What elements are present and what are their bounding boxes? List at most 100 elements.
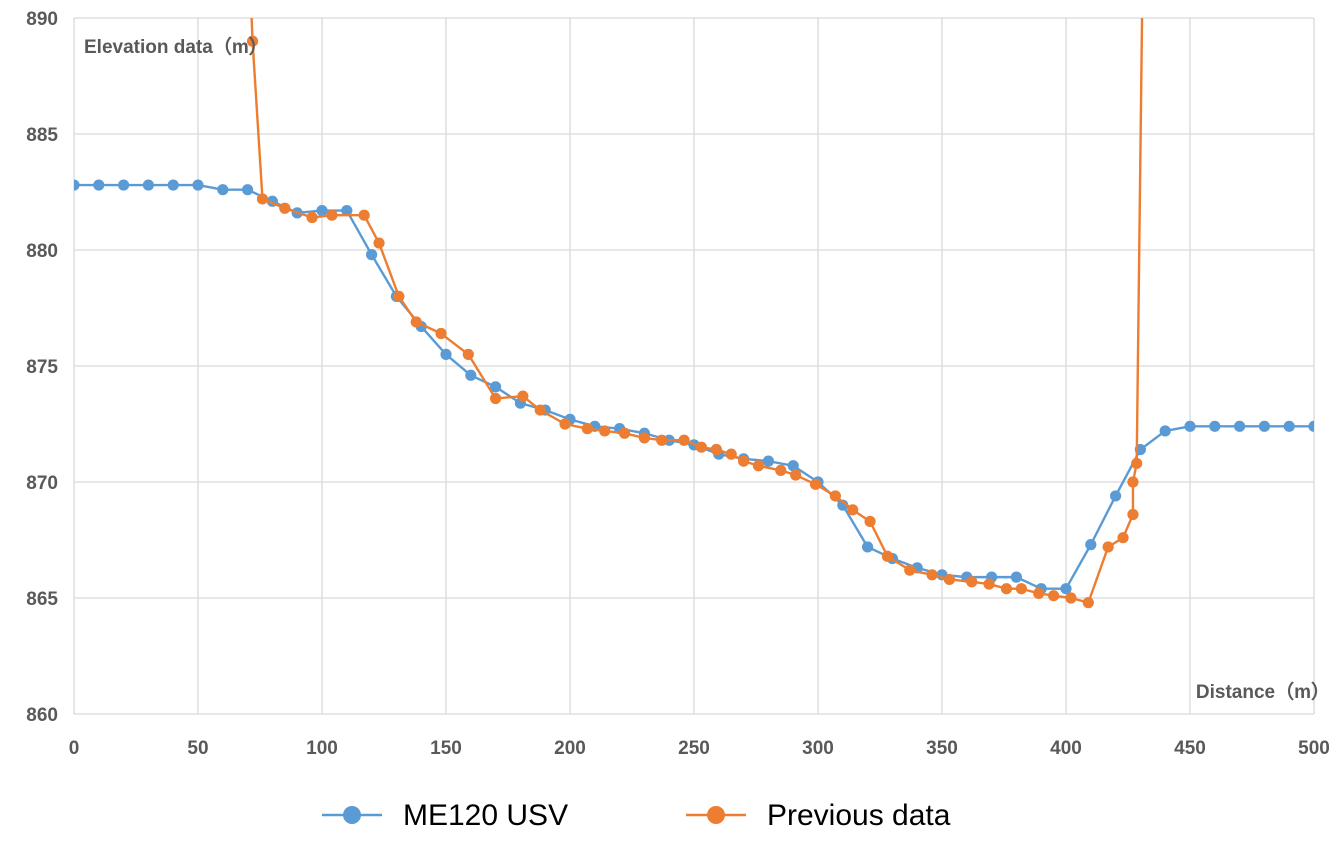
- data-point: [74, 179, 80, 191]
- legend-marker: [343, 806, 361, 824]
- data-point: [678, 434, 690, 446]
- data-point: [256, 193, 269, 205]
- data-point: [943, 573, 956, 586]
- x-tick-label: 200: [554, 738, 586, 759]
- data-point: [926, 569, 938, 581]
- data-point: [790, 469, 802, 481]
- data-point: [864, 515, 876, 528]
- data-point: [752, 460, 765, 472]
- data-point: [862, 541, 874, 553]
- data-point: [217, 184, 229, 196]
- data-point: [1127, 508, 1139, 521]
- data-point: [762, 455, 775, 467]
- data-point: [559, 418, 571, 430]
- data-point: [710, 443, 722, 456]
- data-point: [1234, 420, 1246, 432]
- data-point: [738, 455, 750, 467]
- data-point: [1283, 420, 1295, 432]
- data-point: [1065, 592, 1077, 604]
- data-point: [695, 441, 708, 453]
- data-point: [809, 478, 822, 490]
- data-point: [242, 184, 254, 196]
- data-point: [1060, 583, 1072, 595]
- x-tick-label: 250: [678, 738, 710, 759]
- data-point: [1184, 420, 1196, 432]
- data-point: [881, 550, 894, 562]
- data-point: [435, 327, 447, 340]
- data-point: [462, 348, 474, 360]
- y-tick-label: 890: [26, 9, 58, 30]
- data-point: [490, 381, 502, 393]
- x-tick-label: 150: [430, 738, 462, 759]
- data-point: [534, 404, 546, 416]
- data-point: [787, 460, 799, 472]
- data-point: [1000, 583, 1013, 595]
- plot-area: [74, 18, 1314, 609]
- data-point: [983, 578, 995, 590]
- x-tick-label: 500: [1298, 738, 1330, 759]
- series-line: [250, 18, 1144, 604]
- data-point: [837, 499, 849, 511]
- data-point: [192, 179, 204, 191]
- x-tick-label: 450: [1174, 738, 1206, 759]
- x-tick-labels: 0 50 100 150 200 250 300 350 400 450 500: [69, 738, 1330, 759]
- x-tick-label: 100: [306, 738, 338, 759]
- data-point: [829, 490, 841, 502]
- y-tick-label: 875: [26, 357, 58, 378]
- data-point: [517, 390, 529, 402]
- data-point: [93, 179, 105, 191]
- data-point: [167, 179, 179, 191]
- data-point: [1082, 597, 1094, 609]
- data-point: [142, 179, 154, 191]
- y-tick-label: 865: [26, 589, 58, 610]
- data-point: [581, 423, 593, 435]
- data-point: [1102, 541, 1114, 553]
- data-point: [904, 564, 916, 576]
- data-point: [279, 202, 291, 214]
- data-point: [638, 432, 651, 444]
- data-point: [847, 504, 859, 516]
- x-tick-label: 0: [69, 738, 80, 759]
- data-point: [410, 316, 422, 328]
- x-tick-label: 50: [187, 738, 208, 759]
- data-point: [1085, 539, 1097, 551]
- legend-label: ME120 USV: [403, 799, 568, 832]
- data-point: [656, 434, 668, 446]
- grid-lines: [73, 17, 1315, 715]
- legend: ME120 USV Previous data: [322, 799, 951, 832]
- data-point: [1048, 590, 1060, 602]
- x-tick-label: 400: [1050, 738, 1082, 759]
- legend-item: Previous data: [686, 799, 951, 832]
- x-tick-label: 350: [926, 738, 958, 759]
- data-point: [599, 425, 611, 437]
- legend-item: ME120 USV: [322, 799, 568, 832]
- y-tick-label: 885: [26, 125, 58, 146]
- x-axis-title: Distance（m）: [1196, 680, 1330, 703]
- data-point: [775, 464, 787, 476]
- data-point: [725, 448, 737, 460]
- data-point: [118, 179, 130, 191]
- data-point: [490, 392, 502, 405]
- y-axis-title: Elevation data（m）: [84, 35, 268, 58]
- data-point: [1131, 457, 1143, 470]
- data-point: [246, 35, 259, 47]
- data-point: [358, 209, 370, 221]
- legend-marker: [707, 806, 725, 824]
- data-point: [440, 348, 452, 360]
- data-point: [618, 427, 631, 439]
- data-point: [341, 204, 353, 217]
- data-point: [1308, 420, 1314, 432]
- data-point: [1209, 420, 1221, 432]
- data-point: [316, 204, 328, 217]
- data-point: [366, 249, 378, 261]
- data-point: [1258, 420, 1270, 432]
- y-tick-labels: 860 865 870 875 880 885 890: [26, 9, 58, 726]
- legend-label: Previous data: [767, 799, 951, 832]
- data-point: [326, 209, 338, 221]
- x-tick-label: 300: [802, 738, 834, 759]
- series-1: [246, 18, 1144, 609]
- y-tick-label: 860: [26, 705, 58, 726]
- data-point: [306, 211, 318, 224]
- y-tick-label: 880: [26, 241, 58, 262]
